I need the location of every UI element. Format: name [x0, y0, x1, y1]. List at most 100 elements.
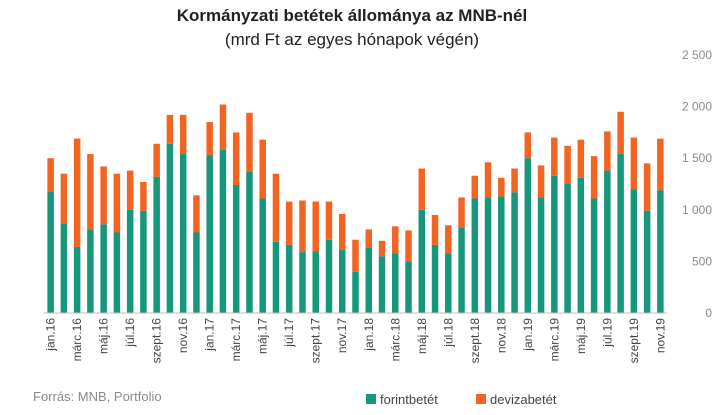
bar-forintbetet [405, 261, 412, 313]
x-tick-label: júl.16 [123, 318, 137, 348]
bar-forintbetet [643, 210, 651, 313]
x-axis-tick-labels: jan.16 márc.16 máj.16 júl.16 szept.16 nov.16 j… [44, 318, 668, 364]
x-tick-label: szept.17 [309, 318, 323, 364]
bar-forintbetet [126, 209, 134, 313]
bar-forintbetet [259, 198, 266, 313]
x-tick-label: máj.18 [415, 318, 429, 354]
bar-devizabetet [206, 122, 213, 156]
bar-devizabetet [100, 166, 107, 225]
bar-forintbetet [630, 189, 638, 313]
bar-forintbetet [87, 229, 94, 313]
bar-devizabetet [498, 177, 505, 197]
bar-forintbetet [458, 227, 465, 313]
x-tick-label: nov.19 [653, 318, 667, 353]
bar-forintbetet [551, 175, 558, 313]
x-tick-label: jan.19 [521, 318, 535, 352]
bar-devizabetet [153, 143, 160, 177]
bar-devizabetet [232, 132, 240, 186]
y-tick-label: 2 500 [682, 48, 712, 62]
bar-devizabetet [60, 173, 68, 224]
chart-title: Kormányzati betétek állománya az MNB-nél [177, 6, 527, 25]
legend-label-forintbetet: forintbetét [380, 392, 438, 407]
bar-devizabetet [471, 175, 479, 199]
bar-devizabetet [47, 158, 54, 192]
bar-forintbetet [365, 247, 373, 313]
bar-forintbetet [577, 177, 585, 313]
x-tick-label: máj.19 [574, 318, 588, 354]
bar-devizabetet [193, 195, 200, 233]
bar-forintbetet [378, 256, 386, 313]
bar-forintbetet [179, 154, 187, 313]
bar-forintbetet [524, 158, 532, 313]
bar-forintbetet [604, 170, 611, 313]
bar-devizabetet [537, 165, 545, 198]
bar-devizabetet [657, 138, 664, 191]
bar-devizabetet [617, 111, 624, 155]
bar-devizabetet [564, 145, 571, 184]
bar-devizabetet [458, 197, 465, 228]
y-tick-label: 0 [705, 306, 712, 320]
x-tick-label: szept.19 [627, 318, 641, 364]
bar-devizabetet [418, 168, 426, 210]
bar-devizabetet [299, 200, 306, 253]
x-tick-label: márc.17 [229, 318, 243, 362]
x-tick-label: jan.17 [203, 318, 217, 352]
x-tick-label: szept.18 [468, 318, 482, 364]
bar-forintbetet [100, 224, 107, 313]
bar-devizabetet [87, 154, 94, 230]
y-tick-label: 1 000 [682, 203, 712, 217]
chart-subtitle: (mrd Ft az egyes hónapok végén) [225, 30, 479, 49]
x-tick-label: jan.16 [44, 318, 58, 352]
bar-devizabetet [365, 229, 373, 248]
y-tick-label: 1 500 [682, 151, 712, 165]
bar-forintbetet [73, 246, 81, 313]
x-tick-label: júl.17 [282, 318, 296, 348]
bar-forintbetet [564, 184, 571, 313]
bar-forintbetet [392, 253, 399, 313]
bar-devizabetet [179, 114, 187, 155]
bar-forintbetet [325, 239, 333, 313]
bar-devizabetet [630, 137, 638, 190]
bar-forintbetet [418, 209, 426, 313]
x-tick-label: nov.18 [494, 318, 508, 353]
bar-devizabetet [604, 131, 611, 171]
bar-forintbetet [272, 241, 280, 313]
bar-forintbetet [47, 191, 54, 313]
x-tick-label: márc.16 [70, 318, 84, 362]
bar-forintbetet [246, 171, 253, 313]
bar-devizabetet [113, 173, 121, 233]
bar-forintbetet [511, 192, 518, 313]
bar-forintbetet [299, 252, 306, 313]
bar-forintbetet [285, 244, 293, 313]
x-tick-label: máj.17 [256, 318, 270, 354]
bar-devizabetet [312, 201, 319, 252]
bar-forintbetet [352, 271, 359, 313]
bar-forintbetet [338, 250, 346, 313]
bar-forintbetet [471, 198, 479, 313]
bar-devizabetet [551, 137, 558, 176]
bar-forintbetet [312, 251, 319, 313]
bar-devizabetet [511, 168, 518, 193]
x-tick-label: márc.19 [547, 318, 561, 362]
x-tick-label: márc.18 [388, 318, 402, 362]
bar-devizabetet [338, 213, 346, 251]
bar-devizabetet [140, 181, 147, 211]
legend: forintbetét devizabetét [366, 392, 557, 407]
x-tick-label: máj.16 [97, 318, 111, 354]
x-tick-label: júl.18 [441, 318, 455, 348]
bar-devizabetet [378, 240, 386, 257]
bar-devizabetet [590, 156, 598, 199]
bar-devizabetet [484, 162, 492, 198]
legend-swatch-devizabetet [476, 394, 486, 404]
bar-devizabetet [325, 201, 333, 240]
source-note: Forrás: MNB, Portfolio [33, 389, 162, 404]
x-tick-label: nov.16 [176, 318, 190, 353]
y-tick-label: 2 000 [682, 100, 712, 114]
bar-forintbetet [153, 176, 160, 313]
legend-label-devizabetet: devizabetét [490, 392, 557, 407]
x-tick-label: szept.16 [150, 318, 164, 364]
bar-devizabetet [524, 132, 532, 159]
x-tick-label: nov.17 [335, 318, 349, 353]
bar-forintbetet [219, 149, 227, 313]
